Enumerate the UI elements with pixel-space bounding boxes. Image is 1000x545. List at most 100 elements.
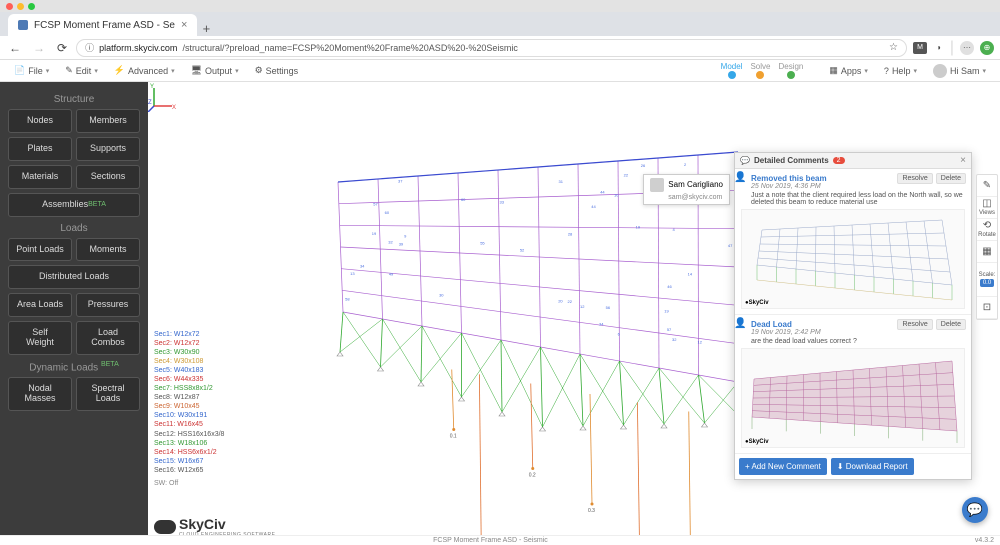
btn-load-combos[interactable]: Load Combos [76,321,140,355]
comment-thumbnail[interactable]: ●SkyCiv [741,209,965,309]
btn-assemblies[interactable]: Assemblies BETA [8,193,140,217]
user-name: Sam Carigliano [668,180,723,189]
user-avatar-icon [650,178,664,192]
svg-text:22: 22 [568,299,573,304]
menu-file[interactable]: 📄File▾ [6,65,57,76]
svg-text:55: 55 [480,241,485,246]
svg-text:6: 6 [618,331,621,336]
menu-advanced[interactable]: ⚡Advanced▾ [106,65,183,76]
self-weight-indicator: SW: Off [154,480,178,487]
menu-output[interactable]: 🖥Output▾ [183,65,247,76]
btn-self-weight[interactable]: Self Weight [8,321,72,355]
comment-thumbnail[interactable]: ●SkyCiv [741,348,965,448]
resolve-button[interactable]: Resolve [897,173,932,184]
svg-text:32: 32 [672,337,677,342]
btn-sections[interactable]: Sections [76,165,140,189]
svg-text:X: X [172,105,176,111]
comment-item: 👤 Dead Load 19 Nov 2019, 2:42 PM are the… [735,315,971,454]
svg-text:19: 19 [664,308,669,313]
btn-members[interactable]: Members [76,109,140,133]
svg-text:47: 47 [728,243,733,248]
pen-tool[interactable]: ✎ [977,175,997,197]
btn-distributed[interactable]: Distributed Loads [8,265,140,289]
mode-tabs[interactable]: Model Solve Design [718,62,807,79]
svg-text:31: 31 [558,179,563,184]
tab-close-icon[interactable]: × [181,19,187,31]
scale-tool[interactable]: Scale:0.0 [977,263,997,297]
right-vertical-toolbar: ✎ ◫Views ⟲Rotate ▦ Scale:0.0 ⊡ [976,174,998,320]
panel-body[interactable]: 👤 Removed this beam 25 Nov 2019, 4:36 PM… [735,169,971,454]
menu-edit[interactable]: ✎Edit▾ [57,65,106,76]
app-toolbar: 📄File▾ ✎Edit▾ ⚡Advanced▾ 🖥Output▾ ⚙Setti… [0,60,1000,82]
comment-item: 👤 Removed this beam 25 Nov 2019, 4:36 PM… [735,169,971,315]
footer-version: v4.3.2 [975,537,994,544]
delete-button[interactable]: Delete [936,173,966,184]
fit-tool[interactable]: ⊡ [977,297,997,319]
bookmark-icon[interactable]: ☆ [889,42,898,53]
favicon-icon [18,20,28,30]
chat-fab-button[interactable]: 💬 [962,497,988,523]
footer-filename: FCSP Moment Frame ASD - Seismic [433,537,548,544]
svg-text:Z: Z [148,100,152,106]
comment-date: 25 Nov 2019, 4:36 PM [751,183,965,190]
svg-text:30: 30 [439,293,444,298]
svg-text:33: 33 [499,200,504,205]
svg-text:39: 39 [399,242,404,247]
menu-apps[interactable]: ▦Apps▾ [821,65,876,76]
svg-text:Y: Y [150,84,154,90]
svg-text:44: 44 [600,190,605,195]
menu-settings[interactable]: ⚙Settings [247,65,307,76]
rotate-tool[interactable]: ⟲Rotate [977,219,997,241]
macos-close-icon[interactable] [6,3,13,10]
download-report-button[interactable]: ⬇ Download Report [831,458,914,475]
btn-supports[interactable]: Supports [76,137,140,161]
reload-button[interactable]: ⟳ [54,41,70,55]
svg-text:57: 57 [373,202,378,207]
btn-materials[interactable]: Materials [8,165,72,189]
svg-text:12: 12 [580,304,585,309]
btn-spectral[interactable]: Spectral Loads [76,377,140,411]
delete-button[interactable]: Delete [936,319,966,330]
visibility-tool[interactable]: ▦ [977,241,997,263]
comments-panel: 💬 Detailed Comments 2 × 👤 Removed this b… [734,152,972,480]
btn-moments[interactable]: Moments [76,238,140,262]
btn-pressures[interactable]: Pressures [76,293,140,317]
ext-icon-1[interactable]: M [913,42,927,54]
site-info-icon[interactable]: ⓘ [85,41,94,54]
svg-text:14: 14 [688,271,693,276]
svg-text:46: 46 [667,284,672,289]
back-button[interactable]: ← [6,41,24,55]
resolve-button[interactable]: Resolve [897,319,932,330]
svg-text:52: 52 [520,247,525,252]
svg-text:26: 26 [641,163,646,168]
panel-close-icon[interactable]: × [960,155,966,166]
url-host: platform.skyciv.com [99,43,177,53]
btn-area-loads[interactable]: Area Loads [8,293,72,317]
svg-text:37: 37 [398,178,403,183]
comments-icon: 💬 [740,156,750,165]
watermark: ●SkyCiv [745,439,769,445]
ext-icon-2[interactable]: ◑ [933,43,944,52]
btn-point-loads[interactable]: Point Loads [8,238,72,262]
url-input[interactable]: ⓘ platform.skyciv.com /structural/?prelo… [76,39,907,57]
model-canvas[interactable]: 0.10.20.30.40.50.61020224303493356464419… [148,82,1000,535]
menu-help[interactable]: ?Help▾ [876,66,925,76]
macos-minimize-icon[interactable] [17,3,24,10]
add-comment-button[interactable]: + Add New Comment [739,458,827,475]
panel-header[interactable]: 💬 Detailed Comments 2 × [735,153,971,169]
btn-nodes[interactable]: Nodes [8,109,72,133]
ext-icon-4[interactable]: ⊕ [980,41,994,55]
views-tool[interactable]: ◫Views [977,197,997,219]
browser-tab-active[interactable]: FCSP Moment Frame ASD - Se × [8,14,197,36]
btn-plates[interactable]: Plates [8,137,72,161]
macos-zoom-icon[interactable] [28,3,35,10]
btn-nodal-masses[interactable]: Nodal Masses [8,377,72,411]
sidebar-section-dynamic: Dynamic Loads BETA [8,361,140,373]
svg-text:44: 44 [591,204,596,209]
status-bar: FCSP Moment Frame ASD - Seismic v4.3.2 [0,535,1000,545]
forward-button[interactable]: → [30,41,48,55]
menu-user[interactable]: Hi Sam▾ [925,64,994,78]
new-tab-button[interactable]: + [197,21,215,36]
svg-text:56: 56 [606,305,611,310]
ext-icon-3[interactable]: ⋯ [960,41,974,55]
